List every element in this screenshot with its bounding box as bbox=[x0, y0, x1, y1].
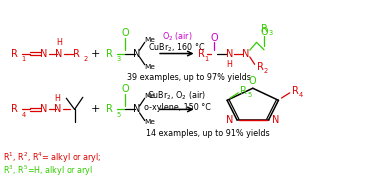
Text: N: N bbox=[242, 49, 250, 59]
Text: O: O bbox=[121, 28, 129, 38]
Text: R: R bbox=[257, 62, 263, 72]
Text: R: R bbox=[11, 49, 18, 59]
Text: R: R bbox=[73, 49, 80, 59]
Text: R: R bbox=[106, 49, 113, 59]
Text: CuBr$_2$, 160 °C: CuBr$_2$, 160 °C bbox=[148, 42, 206, 54]
Text: R: R bbox=[11, 104, 18, 114]
Text: 14 examples, up to 91% yields: 14 examples, up to 91% yields bbox=[146, 129, 270, 138]
Text: +: + bbox=[90, 104, 100, 114]
Text: +: + bbox=[90, 49, 100, 59]
Text: 3: 3 bbox=[116, 56, 120, 62]
Text: 1: 1 bbox=[204, 56, 209, 62]
Text: R$^3$, R$^5$=H, alkyl or aryl: R$^3$, R$^5$=H, alkyl or aryl bbox=[3, 164, 93, 178]
Text: O: O bbox=[249, 76, 257, 86]
Text: H: H bbox=[56, 38, 62, 47]
Text: 39 examples, up to 97% yields: 39 examples, up to 97% yields bbox=[127, 73, 251, 82]
Text: N: N bbox=[226, 115, 233, 125]
Text: 1: 1 bbox=[21, 56, 25, 62]
Text: R: R bbox=[198, 49, 205, 59]
Text: 2: 2 bbox=[264, 68, 268, 74]
Text: N: N bbox=[273, 115, 280, 125]
Text: R: R bbox=[240, 86, 247, 96]
Text: R: R bbox=[291, 86, 299, 96]
Text: O$_2$ (air): O$_2$ (air) bbox=[162, 30, 192, 43]
Text: O: O bbox=[121, 84, 129, 94]
Text: 2: 2 bbox=[84, 56, 88, 62]
Text: H: H bbox=[55, 94, 60, 103]
Text: R: R bbox=[262, 24, 268, 34]
Text: N: N bbox=[40, 49, 48, 59]
Text: N: N bbox=[133, 49, 140, 59]
Text: R$^1$, R$^2$, R$^4$= alkyl or aryl;: R$^1$, R$^2$, R$^4$= alkyl or aryl; bbox=[3, 151, 102, 165]
Text: N: N bbox=[54, 104, 61, 114]
Text: Me: Me bbox=[144, 93, 155, 99]
Text: Me: Me bbox=[144, 37, 155, 43]
Text: 4: 4 bbox=[299, 92, 303, 98]
Text: N: N bbox=[133, 104, 140, 114]
Text: N: N bbox=[40, 104, 48, 114]
Text: 3: 3 bbox=[269, 30, 273, 36]
Text: Me: Me bbox=[144, 64, 155, 70]
Text: 4: 4 bbox=[21, 112, 26, 118]
Text: H: H bbox=[226, 60, 232, 69]
Text: O: O bbox=[210, 33, 218, 43]
Text: 5: 5 bbox=[116, 112, 121, 118]
Text: Me: Me bbox=[144, 119, 155, 125]
Text: 5: 5 bbox=[248, 92, 252, 98]
Text: CuBr$_2$, O$_2$ (air): CuBr$_2$, O$_2$ (air) bbox=[147, 89, 206, 102]
Text: N: N bbox=[226, 49, 233, 59]
Text: N: N bbox=[55, 49, 62, 59]
Text: O: O bbox=[260, 27, 268, 37]
Text: o-xylene, 150 °C: o-xylene, 150 °C bbox=[144, 103, 211, 112]
Text: R: R bbox=[106, 104, 113, 114]
